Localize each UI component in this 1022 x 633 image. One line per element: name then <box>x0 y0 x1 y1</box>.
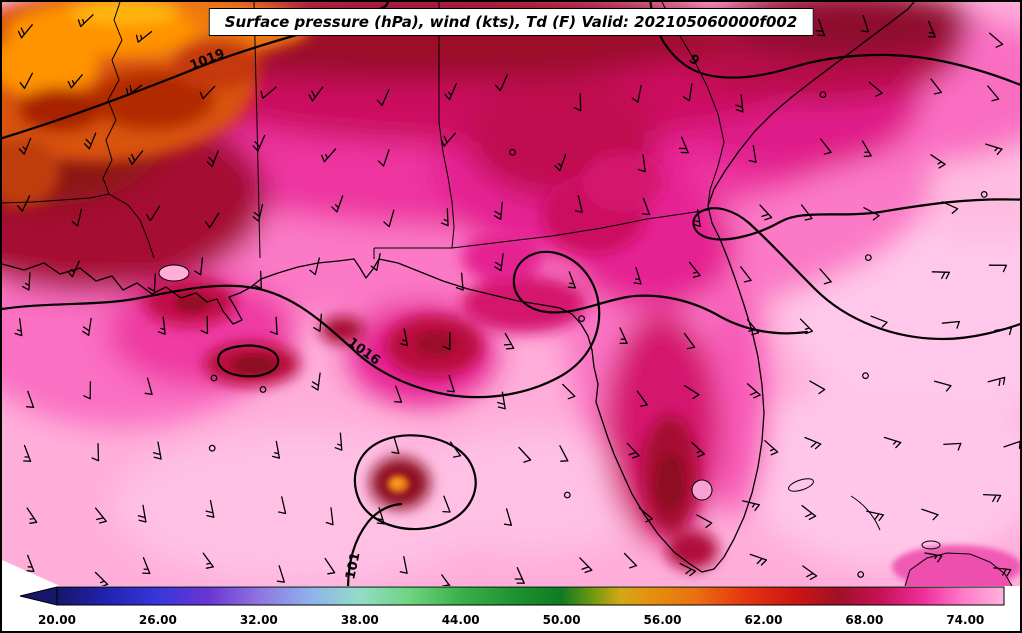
calm-station-circle <box>819 91 827 98</box>
calm-station-circle <box>578 315 585 323</box>
map-title: Surface pressure (hPa), wind (kts), Td (… <box>224 13 798 31</box>
coastline <box>2 2 915 573</box>
colorbar-tick-label: 50.00 <box>543 613 581 627</box>
map-corner-wedge <box>2 560 60 586</box>
state-borders <box>2 2 725 259</box>
wind-barbs-layer <box>14 14 1020 586</box>
map-title-box: Surface pressure (hPa), wind (kts), Td (… <box>208 8 814 36</box>
calm-station-circle <box>509 148 516 156</box>
calm-station-circle <box>864 254 872 262</box>
colorbar-tick-label: 20.00 <box>38 613 76 627</box>
calm-station-circle <box>980 190 988 198</box>
colorbar-tick-label: 38.00 <box>341 613 379 627</box>
colorbar-gradient <box>56 586 1005 606</box>
calm-station-circle <box>259 386 267 393</box>
isobar-1019-east <box>649 2 1020 86</box>
colorbar: 20.00 26.00 32.00 38.00 44.00 50.00 56.00 62.00… <box>19 586 1005 627</box>
colorbar-tick-label: 26.00 <box>139 613 177 627</box>
isobar-bottom <box>346 502 403 586</box>
colorbar-tick-label: 68.00 <box>845 613 883 627</box>
contour-label-101: 101 <box>343 551 363 581</box>
calm-station-circle <box>857 571 865 578</box>
isobar-1016 <box>2 250 809 399</box>
lakes-and-islands <box>158 264 1013 586</box>
isobar-closed-low <box>353 434 477 531</box>
calm-station-circle <box>208 444 216 452</box>
calm-station-circle <box>862 372 869 380</box>
calm-station-circle <box>563 491 571 499</box>
colorbar-tick-label: 62.00 <box>745 613 783 627</box>
calm-station-circle <box>210 374 218 382</box>
isobar-small-oval <box>217 344 280 378</box>
colorbar-tick-label: 74.00 <box>946 613 984 627</box>
map-canvas: 1019 9 1016 101 <box>2 2 1020 586</box>
colorbar-tick-label: 32.00 <box>240 613 278 627</box>
colorbar-extend-arrow <box>19 586 58 606</box>
wind-barbs <box>14 14 1020 586</box>
colorbar-tick-label: 56.00 <box>644 613 682 627</box>
colorbar-tick-label: 44.00 <box>442 613 480 627</box>
